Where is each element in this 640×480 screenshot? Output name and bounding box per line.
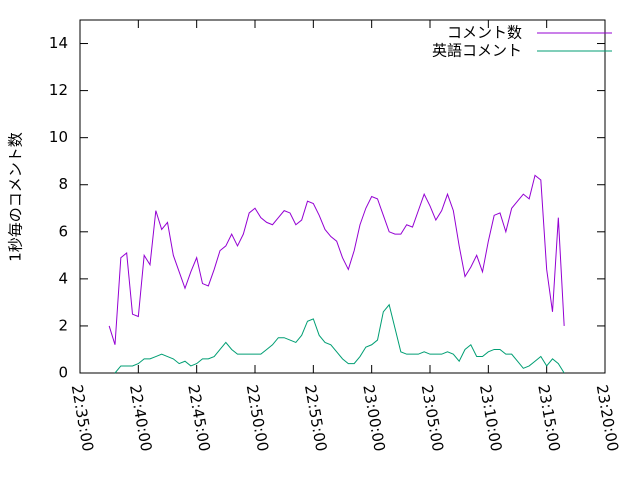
x-tick-label: 23:00:00 (359, 383, 388, 452)
x-tick-label: 23:05:00 (418, 383, 447, 452)
y-tick-label: 12 (49, 81, 68, 99)
x-tick-label: 22:45:00 (184, 383, 213, 452)
legend-label: コメント数 (447, 24, 522, 42)
x-tick-label: 23:15:00 (534, 383, 563, 452)
y-tick-label: 10 (49, 128, 68, 146)
legend-label: 英語コメント (432, 42, 522, 60)
plot-frame (79, 19, 606, 374)
y-tick-label: 14 (49, 34, 68, 52)
data-line (108, 174, 565, 345)
y-tick-label: 6 (58, 222, 68, 240)
y-tick-label: 2 (58, 316, 68, 334)
x-tick-label: 22:55:00 (301, 383, 330, 452)
y-axis-label: 1秒毎のコメント数 (7, 132, 25, 262)
x-tick-label: 22:35:00 (68, 383, 97, 452)
y-tick-label: 4 (58, 269, 68, 287)
x-tick-label: 22:40:00 (126, 383, 155, 452)
y-tick-label: 0 (58, 364, 68, 382)
y-tick-label: 8 (58, 175, 68, 193)
x-tick-label: 23:20:00 (593, 383, 622, 452)
x-tick-label: 23:10:00 (476, 383, 505, 452)
x-tick-label: 22:50:00 (243, 383, 272, 452)
data-line (114, 303, 565, 374)
